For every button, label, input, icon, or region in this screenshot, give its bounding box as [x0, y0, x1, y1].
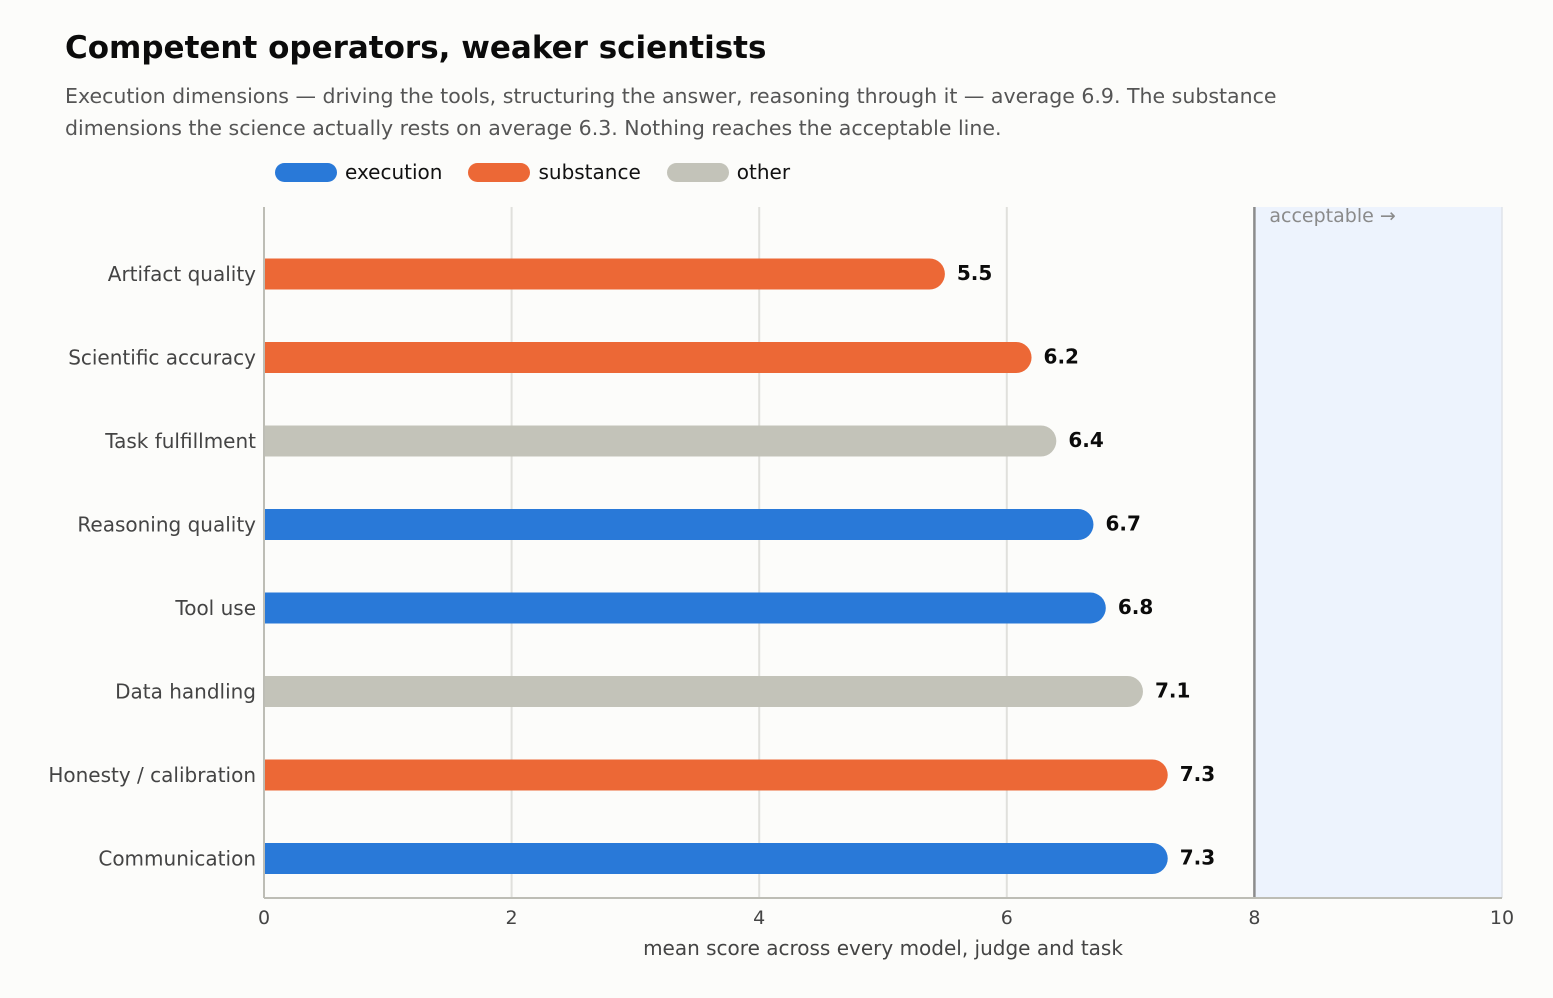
legend-item-execution: execution	[275, 160, 442, 184]
threshold-label: acceptable →	[1269, 205, 1395, 227]
x-tick-label: 4	[753, 907, 765, 929]
value-label: 6.2	[1044, 345, 1079, 369]
x-tick-label: 8	[1248, 907, 1260, 929]
category-label: Tool use	[174, 596, 256, 620]
bars: Artifact quality 5.5 Scientific accuracy 6.…	[48, 258, 1215, 874]
legend-swatch-execution	[275, 162, 337, 182]
bar-task-fulfillment	[264, 425, 1057, 457]
category-label: Honesty / calibration	[48, 763, 256, 787]
value-label: 6.7	[1105, 512, 1140, 536]
value-label: 7.3	[1180, 762, 1215, 786]
category-label: Artifact quality	[108, 262, 256, 286]
bar-tool-use	[264, 592, 1106, 624]
category-label: Data handling	[115, 680, 256, 704]
bar-honesty-calibration	[264, 759, 1168, 791]
legend: execution substance other	[275, 160, 816, 184]
x-ticks: 0 2 4 6 8 10	[258, 907, 1514, 929]
legend-swatch-other	[666, 162, 729, 182]
value-label: 7.1	[1155, 679, 1190, 703]
x-tick-label: 2	[506, 907, 518, 929]
value-label: 6.8	[1118, 595, 1153, 619]
x-tick-label: 6	[1001, 907, 1013, 929]
legend-label-execution: execution	[345, 160, 443, 184]
x-tick-label: 0	[258, 907, 270, 929]
x-axis-title: mean score across every model, judge and…	[643, 936, 1123, 960]
value-label: 5.5	[957, 261, 992, 285]
legend-item-other: other	[666, 160, 791, 184]
bar-communication	[264, 843, 1168, 874]
chart-subtitle: Execution dimensions — driving the tools…	[65, 84, 1277, 140]
bar-artifact-quality	[264, 258, 945, 290]
bar-data-handling	[264, 676, 1143, 707]
legend-label-other: other	[736, 160, 791, 184]
x-tick-label: 10	[1490, 907, 1514, 929]
acceptable-region	[1254, 207, 1502, 898]
category-label: Task fulfillment	[104, 429, 256, 453]
value-label: 7.3	[1180, 846, 1215, 870]
value-label: 6.4	[1068, 428, 1103, 452]
bar-scientific-accuracy	[264, 342, 1032, 373]
legend-label-substance: substance	[538, 160, 641, 184]
legend-item-substance: substance	[468, 160, 641, 184]
chart-title: Competent operators, weaker scientists	[65, 30, 767, 66]
category-label: Scientific accuracy	[68, 346, 256, 370]
legend-swatch-substance	[468, 162, 531, 182]
bar-reasoning-quality	[264, 509, 1094, 540]
category-label: Communication	[98, 847, 256, 871]
category-label: Reasoning quality	[77, 513, 256, 537]
